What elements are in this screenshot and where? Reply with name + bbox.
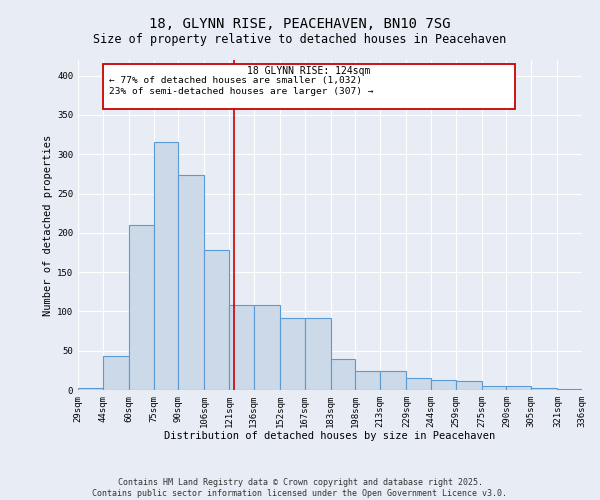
FancyBboxPatch shape — [103, 64, 515, 108]
Bar — [254, 305, 280, 390]
Bar — [455, 382, 482, 390]
Bar — [154, 142, 178, 390]
Bar — [129, 225, 154, 390]
Bar — [305, 318, 331, 390]
X-axis label: Distribution of detached houses by size in Peacehaven: Distribution of detached houses by size … — [164, 432, 496, 442]
Bar — [103, 356, 129, 390]
Bar — [557, 389, 582, 390]
Bar — [280, 318, 305, 390]
Bar — [431, 380, 455, 390]
Bar — [331, 358, 355, 390]
Bar — [482, 386, 506, 390]
Text: 18 GLYNN RISE: 124sqm: 18 GLYNN RISE: 124sqm — [247, 66, 370, 76]
Text: 18, GLYNN RISE, PEACEHAVEN, BN10 7SG: 18, GLYNN RISE, PEACEHAVEN, BN10 7SG — [149, 18, 451, 32]
Bar — [178, 176, 205, 390]
Text: ← 77% of detached houses are smaller (1,032): ← 77% of detached houses are smaller (1,… — [109, 76, 362, 86]
Bar — [380, 371, 406, 390]
Text: 23% of semi-detached houses are larger (307) →: 23% of semi-detached houses are larger (… — [109, 86, 374, 96]
Bar — [229, 305, 254, 390]
Text: Size of property relative to detached houses in Peacehaven: Size of property relative to detached ho… — [94, 32, 506, 46]
Text: Contains HM Land Registry data © Crown copyright and database right 2025.
Contai: Contains HM Land Registry data © Crown c… — [92, 478, 508, 498]
Bar — [406, 378, 431, 390]
Bar — [582, 388, 600, 390]
Bar — [506, 386, 531, 390]
Bar — [78, 388, 103, 390]
Bar — [355, 371, 380, 390]
Bar — [205, 250, 229, 390]
Bar — [531, 388, 557, 390]
Y-axis label: Number of detached properties: Number of detached properties — [43, 134, 53, 316]
